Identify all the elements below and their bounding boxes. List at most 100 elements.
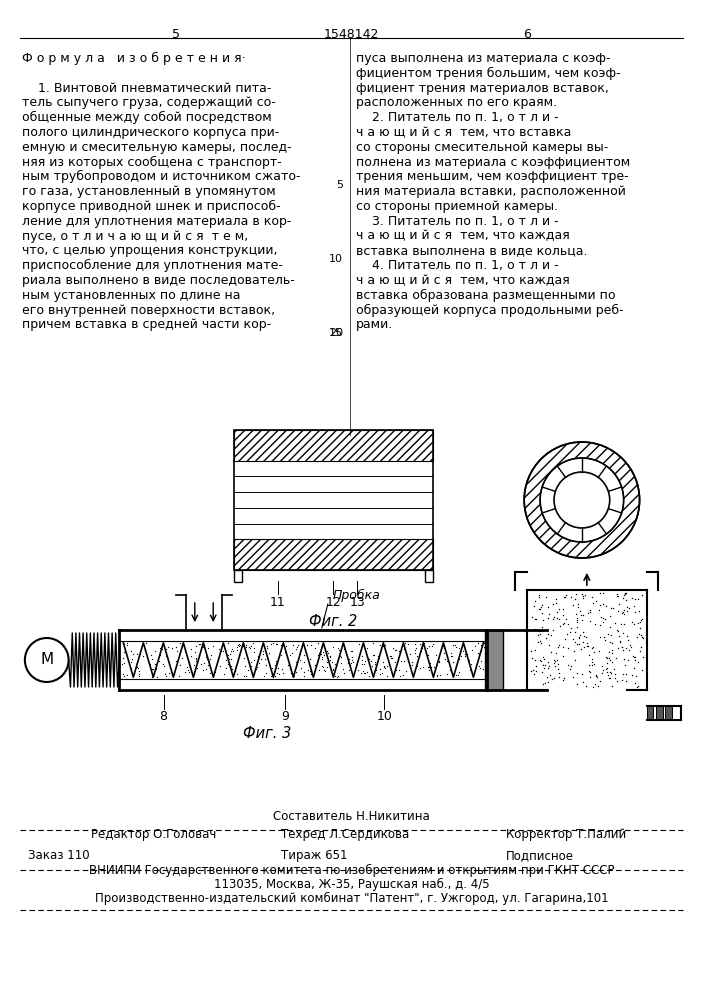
Point	[628, 648, 639, 664]
Point	[534, 623, 545, 639]
Point	[596, 665, 607, 681]
Point	[553, 656, 564, 672]
Point	[312, 635, 324, 651]
Point	[127, 646, 139, 662]
Point	[160, 666, 171, 682]
Point	[118, 655, 129, 671]
Point	[223, 647, 234, 663]
Point	[312, 647, 323, 663]
Point	[332, 669, 343, 685]
Text: риала выполнено в виде последователь-: риала выполнено в виде последователь-	[22, 274, 295, 287]
Point	[598, 629, 609, 645]
Point	[247, 666, 258, 682]
Point	[560, 611, 571, 627]
Point	[154, 640, 165, 656]
Point	[602, 664, 613, 680]
Point	[431, 667, 442, 683]
Point	[629, 598, 640, 614]
Point	[156, 641, 168, 657]
Point	[220, 652, 231, 668]
Point	[226, 643, 237, 659]
Text: Составитель Н.Никитина: Составитель Н.Никитина	[273, 810, 430, 823]
Point	[458, 639, 469, 655]
Point	[366, 658, 378, 674]
Point	[537, 657, 549, 673]
Text: емную и смесительную камеры, послед-: емную и смесительную камеры, послед-	[22, 141, 291, 154]
Point	[622, 652, 633, 668]
Point	[226, 661, 238, 677]
Point	[581, 638, 592, 654]
Text: 11: 11	[269, 596, 286, 609]
Point	[399, 635, 411, 651]
Point	[600, 598, 612, 614]
Point	[198, 662, 209, 678]
Point	[266, 668, 277, 684]
Point	[533, 587, 544, 603]
Point	[175, 635, 186, 651]
Point	[559, 631, 571, 647]
Point	[309, 657, 320, 673]
Point	[227, 643, 238, 659]
Point	[346, 649, 358, 665]
Point	[335, 655, 346, 671]
Point	[259, 651, 271, 667]
Point	[385, 648, 396, 664]
Point	[577, 586, 588, 602]
Text: Ф о р м у л а   и з о б р е т е н и я·: Ф о р м у л а и з о б р е т е н и я·	[22, 52, 245, 65]
Point	[233, 637, 244, 653]
Point	[592, 669, 603, 685]
Text: приспособление для уплотнения мате-: приспособление для уплотнения мате-	[22, 259, 283, 272]
Point	[410, 640, 421, 656]
Point	[313, 662, 325, 678]
Point	[612, 622, 623, 638]
Text: Заказ 110: Заказ 110	[28, 849, 90, 862]
Text: 5: 5	[172, 28, 180, 41]
Point	[333, 642, 344, 658]
Point	[600, 661, 611, 677]
Point	[200, 649, 211, 665]
Point	[569, 634, 580, 650]
Point	[473, 645, 484, 661]
Point	[534, 652, 545, 668]
Point	[549, 653, 561, 669]
Point	[322, 643, 333, 659]
Text: Пробка: Пробка	[333, 589, 380, 602]
Point	[437, 638, 448, 654]
Point	[611, 650, 622, 666]
Point	[559, 589, 571, 605]
Point	[407, 654, 418, 670]
Point	[589, 656, 600, 672]
Point	[615, 633, 626, 649]
Point	[140, 645, 151, 661]
Point	[589, 644, 600, 660]
Point	[411, 648, 423, 664]
Point	[313, 645, 325, 661]
Text: расположенных по его краям.: расположенных по его краям.	[356, 96, 557, 109]
Point	[558, 616, 569, 632]
Point	[586, 654, 597, 670]
Point	[638, 649, 649, 665]
Text: Подписное: Подписное	[506, 849, 574, 862]
Point	[343, 651, 354, 667]
Point	[635, 639, 646, 655]
Point	[261, 657, 272, 673]
Point	[624, 637, 636, 653]
Point	[630, 649, 641, 665]
Point	[601, 650, 612, 666]
Text: Техред Л.Сердикова: Техред Л.Сердикова	[281, 828, 409, 841]
Point	[379, 658, 390, 674]
Point	[578, 639, 590, 655]
Bar	[646, 706, 653, 720]
Point	[453, 651, 464, 667]
Point	[582, 605, 593, 621]
Point	[616, 639, 627, 655]
Point	[527, 662, 539, 678]
Point	[390, 654, 401, 670]
Point	[117, 666, 129, 682]
Point	[595, 673, 606, 689]
Point	[248, 640, 259, 656]
Point	[198, 639, 209, 655]
Point	[604, 608, 616, 624]
Point	[373, 648, 384, 664]
Text: 8: 8	[160, 710, 168, 723]
